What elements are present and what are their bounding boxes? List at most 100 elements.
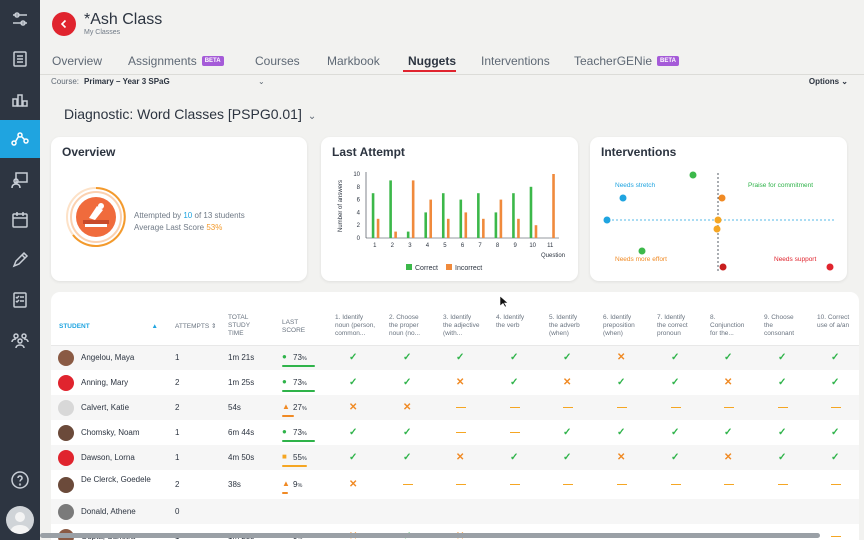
- sidebar-podium[interactable]: [0, 80, 40, 118]
- student-point[interactable]: [718, 194, 726, 202]
- header-label: Conjunction: [710, 322, 745, 329]
- student-point[interactable]: [713, 225, 721, 233]
- student-avatar: [58, 449, 74, 466]
- table-row[interactable]: Donald, Athene 0: [51, 499, 859, 524]
- student-avatar: [58, 399, 74, 416]
- status-circle-icon: ●: [282, 426, 287, 436]
- tab-teachergenie[interactable]: TeacherGENie BETA: [574, 54, 679, 68]
- list-icon: [13, 51, 27, 67]
- col-header-question[interactable]: 10. Correct use of a/an: [817, 314, 849, 330]
- student-point[interactable]: [603, 216, 611, 224]
- sidebar-calendar[interactable]: [0, 201, 40, 239]
- tab-assignments[interactable]: Assignments BETA: [128, 54, 224, 68]
- table-row[interactable]: Anning, Mary 2 1m 25s ● 73% ✓ ✓ ✕ ✓ ✕ ✓ ✓ ✕ ✓ ✓: [51, 370, 859, 395]
- course-select[interactable]: Course: Primary – Year 3 SPaG: [51, 77, 170, 86]
- bar-correct: [371, 193, 375, 238]
- student-point[interactable]: [638, 247, 646, 255]
- tab-courses[interactable]: Courses: [255, 54, 300, 68]
- header-label: TIME: [228, 330, 244, 337]
- breadcrumb[interactable]: My Classes: [84, 29, 121, 36]
- col-header-question[interactable]: 5. Identify the adverb (when): [549, 314, 580, 338]
- col-header-question[interactable]: 1. Identify noun (person, common...: [335, 314, 375, 338]
- table-row[interactable]: De Clerck, Goedele 2 38s ▲ 9% ✕ — — — — — — — — —: [51, 470, 859, 499]
- correct-icon: ✓: [563, 426, 572, 438]
- sidebar-presenter[interactable]: [0, 161, 40, 199]
- col-header-question[interactable]: 7. Identify the correct pronoun: [657, 314, 688, 338]
- student-point[interactable]: [826, 263, 834, 271]
- col-header-attempts[interactable]: ATTEMPTS ⇕: [175, 323, 217, 330]
- legend-label: Correct: [415, 265, 438, 272]
- student-name[interactable]: Donald, Athene: [81, 506, 136, 516]
- student-name[interactable]: De Clerck, Goedele: [81, 474, 151, 484]
- x-tick-label: 10: [529, 243, 536, 249]
- options-menu[interactable]: Options ⌄: [808, 77, 848, 86]
- table-row[interactable]: Dawson, Lorna 1 4m 50s ■ 55% ✓ ✓ ✕ ✓ ✓ ✕ ✓ ✕ ✓ ✓: [51, 445, 859, 470]
- bar-correct: [494, 212, 498, 238]
- table-row[interactable]: Chomsky, Noam 1 6m 44s ● 73% ✓ ✓ — — ✓ ✓ ✓ ✓ ✓ ✓: [51, 420, 859, 445]
- horizontal-scrollbar[interactable]: [40, 533, 820, 538]
- back-button[interactable]: [52, 12, 76, 36]
- bar-incorrect: [376, 218, 380, 238]
- bar-correct: [459, 199, 463, 238]
- chevron-down-icon: ⌄: [307, 111, 317, 122]
- col-header-question[interactable]: 8. Conjunction for the...: [710, 314, 744, 338]
- tab-nuggets[interactable]: Nuggets: [408, 54, 456, 68]
- status-circle-icon: ●: [282, 376, 287, 386]
- overview-text: Average Last Score: [134, 223, 207, 232]
- study-time-value: 6m 44s: [228, 427, 255, 437]
- last-score-value: 55%: [293, 453, 307, 462]
- header-label: noun (person,: [335, 322, 376, 329]
- sidebar-nuggets[interactable]: [0, 120, 40, 158]
- sidebar-pencil[interactable]: [0, 241, 40, 279]
- header-label: preposition: [603, 322, 635, 329]
- student-point[interactable]: [619, 194, 627, 202]
- study-time-value: 54s: [228, 402, 241, 412]
- student-point[interactable]: [714, 216, 722, 224]
- col-header-question[interactable]: 4. Identify the verb: [496, 314, 524, 330]
- student-name[interactable]: Chomsky, Noam: [81, 427, 140, 437]
- col-header-question[interactable]: 3. Identify the adjective (with...: [443, 314, 480, 338]
- y-axis-label: Number of answers: [338, 180, 344, 232]
- incorrect-icon: ✕: [349, 478, 358, 490]
- sidebar-users[interactable]: [0, 321, 40, 359]
- sidebar-help[interactable]: [0, 461, 40, 499]
- quadrant-needs-effort: Needs more effort: [615, 256, 667, 263]
- last-score-value: 27%: [293, 403, 307, 412]
- tab-overview[interactable]: Overview: [52, 54, 102, 68]
- not-attempted-icon: —: [456, 478, 466, 490]
- col-header-score[interactable]: LAST SCORE: [282, 319, 305, 335]
- col-header-question[interactable]: 2. Choose the proper noun (no...: [389, 314, 420, 338]
- card-title: Overview: [62, 145, 116, 159]
- header-divider: [51, 345, 859, 346]
- tab-markbook[interactable]: Markbook: [327, 54, 380, 68]
- student-name[interactable]: Calvert, Katie: [81, 402, 130, 412]
- chevron-down-icon[interactable]: ⌄: [258, 77, 265, 86]
- overview-text: of: [192, 211, 204, 220]
- table-row[interactable]: Calvert, Katie 2 54s ▲ 27% ✕ ✕ — — — — — — — —: [51, 395, 859, 420]
- score-number: 55: [293, 452, 302, 462]
- student-name[interactable]: Dawson, Lorna: [81, 452, 135, 462]
- student-point[interactable]: [719, 263, 727, 271]
- col-header-question[interactable]: 9. Choose the consonant: [764, 314, 794, 338]
- not-attempted-icon: —: [456, 401, 466, 413]
- sidebar-settings-sliders[interactable]: [0, 0, 40, 38]
- col-header-time[interactable]: TOTAL STUDY TIME: [228, 314, 250, 338]
- study-time-value: 1m 21s: [228, 353, 255, 362]
- user-avatar[interactable]: [6, 506, 34, 534]
- correct-icon: ✓: [510, 376, 519, 388]
- sidebar-list[interactable]: [0, 40, 40, 78]
- header-label: ATTEMPTS: [175, 323, 210, 330]
- col-header-question[interactable]: 6. Identify preposition (when): [603, 314, 635, 338]
- student-name[interactable]: Anning, Mary: [81, 377, 129, 387]
- attempts-value: 1: [175, 427, 180, 437]
- diagnostic-select[interactable]: Diagnostic: Word Classes [PSPG0.01] ⌄: [64, 106, 316, 122]
- tab-interventions[interactable]: Interventions: [481, 54, 550, 68]
- student-point[interactable]: [689, 171, 697, 179]
- table-row[interactable]: Angelou, Maya 1 1m 21s ● 73% ✓ ✓ ✓ ✓ ✓ ✕ ✓ ✓ ✓ ✓: [51, 346, 859, 370]
- col-header-student[interactable]: STUDENT ▲: [59, 323, 158, 331]
- header-label: the adverb: [549, 322, 580, 329]
- sidebar-checklist[interactable]: [0, 281, 40, 319]
- student-name[interactable]: Angelou, Maya: [81, 353, 135, 362]
- incorrect-icon: ✕: [456, 376, 465, 388]
- correct-icon: ✓: [403, 426, 412, 438]
